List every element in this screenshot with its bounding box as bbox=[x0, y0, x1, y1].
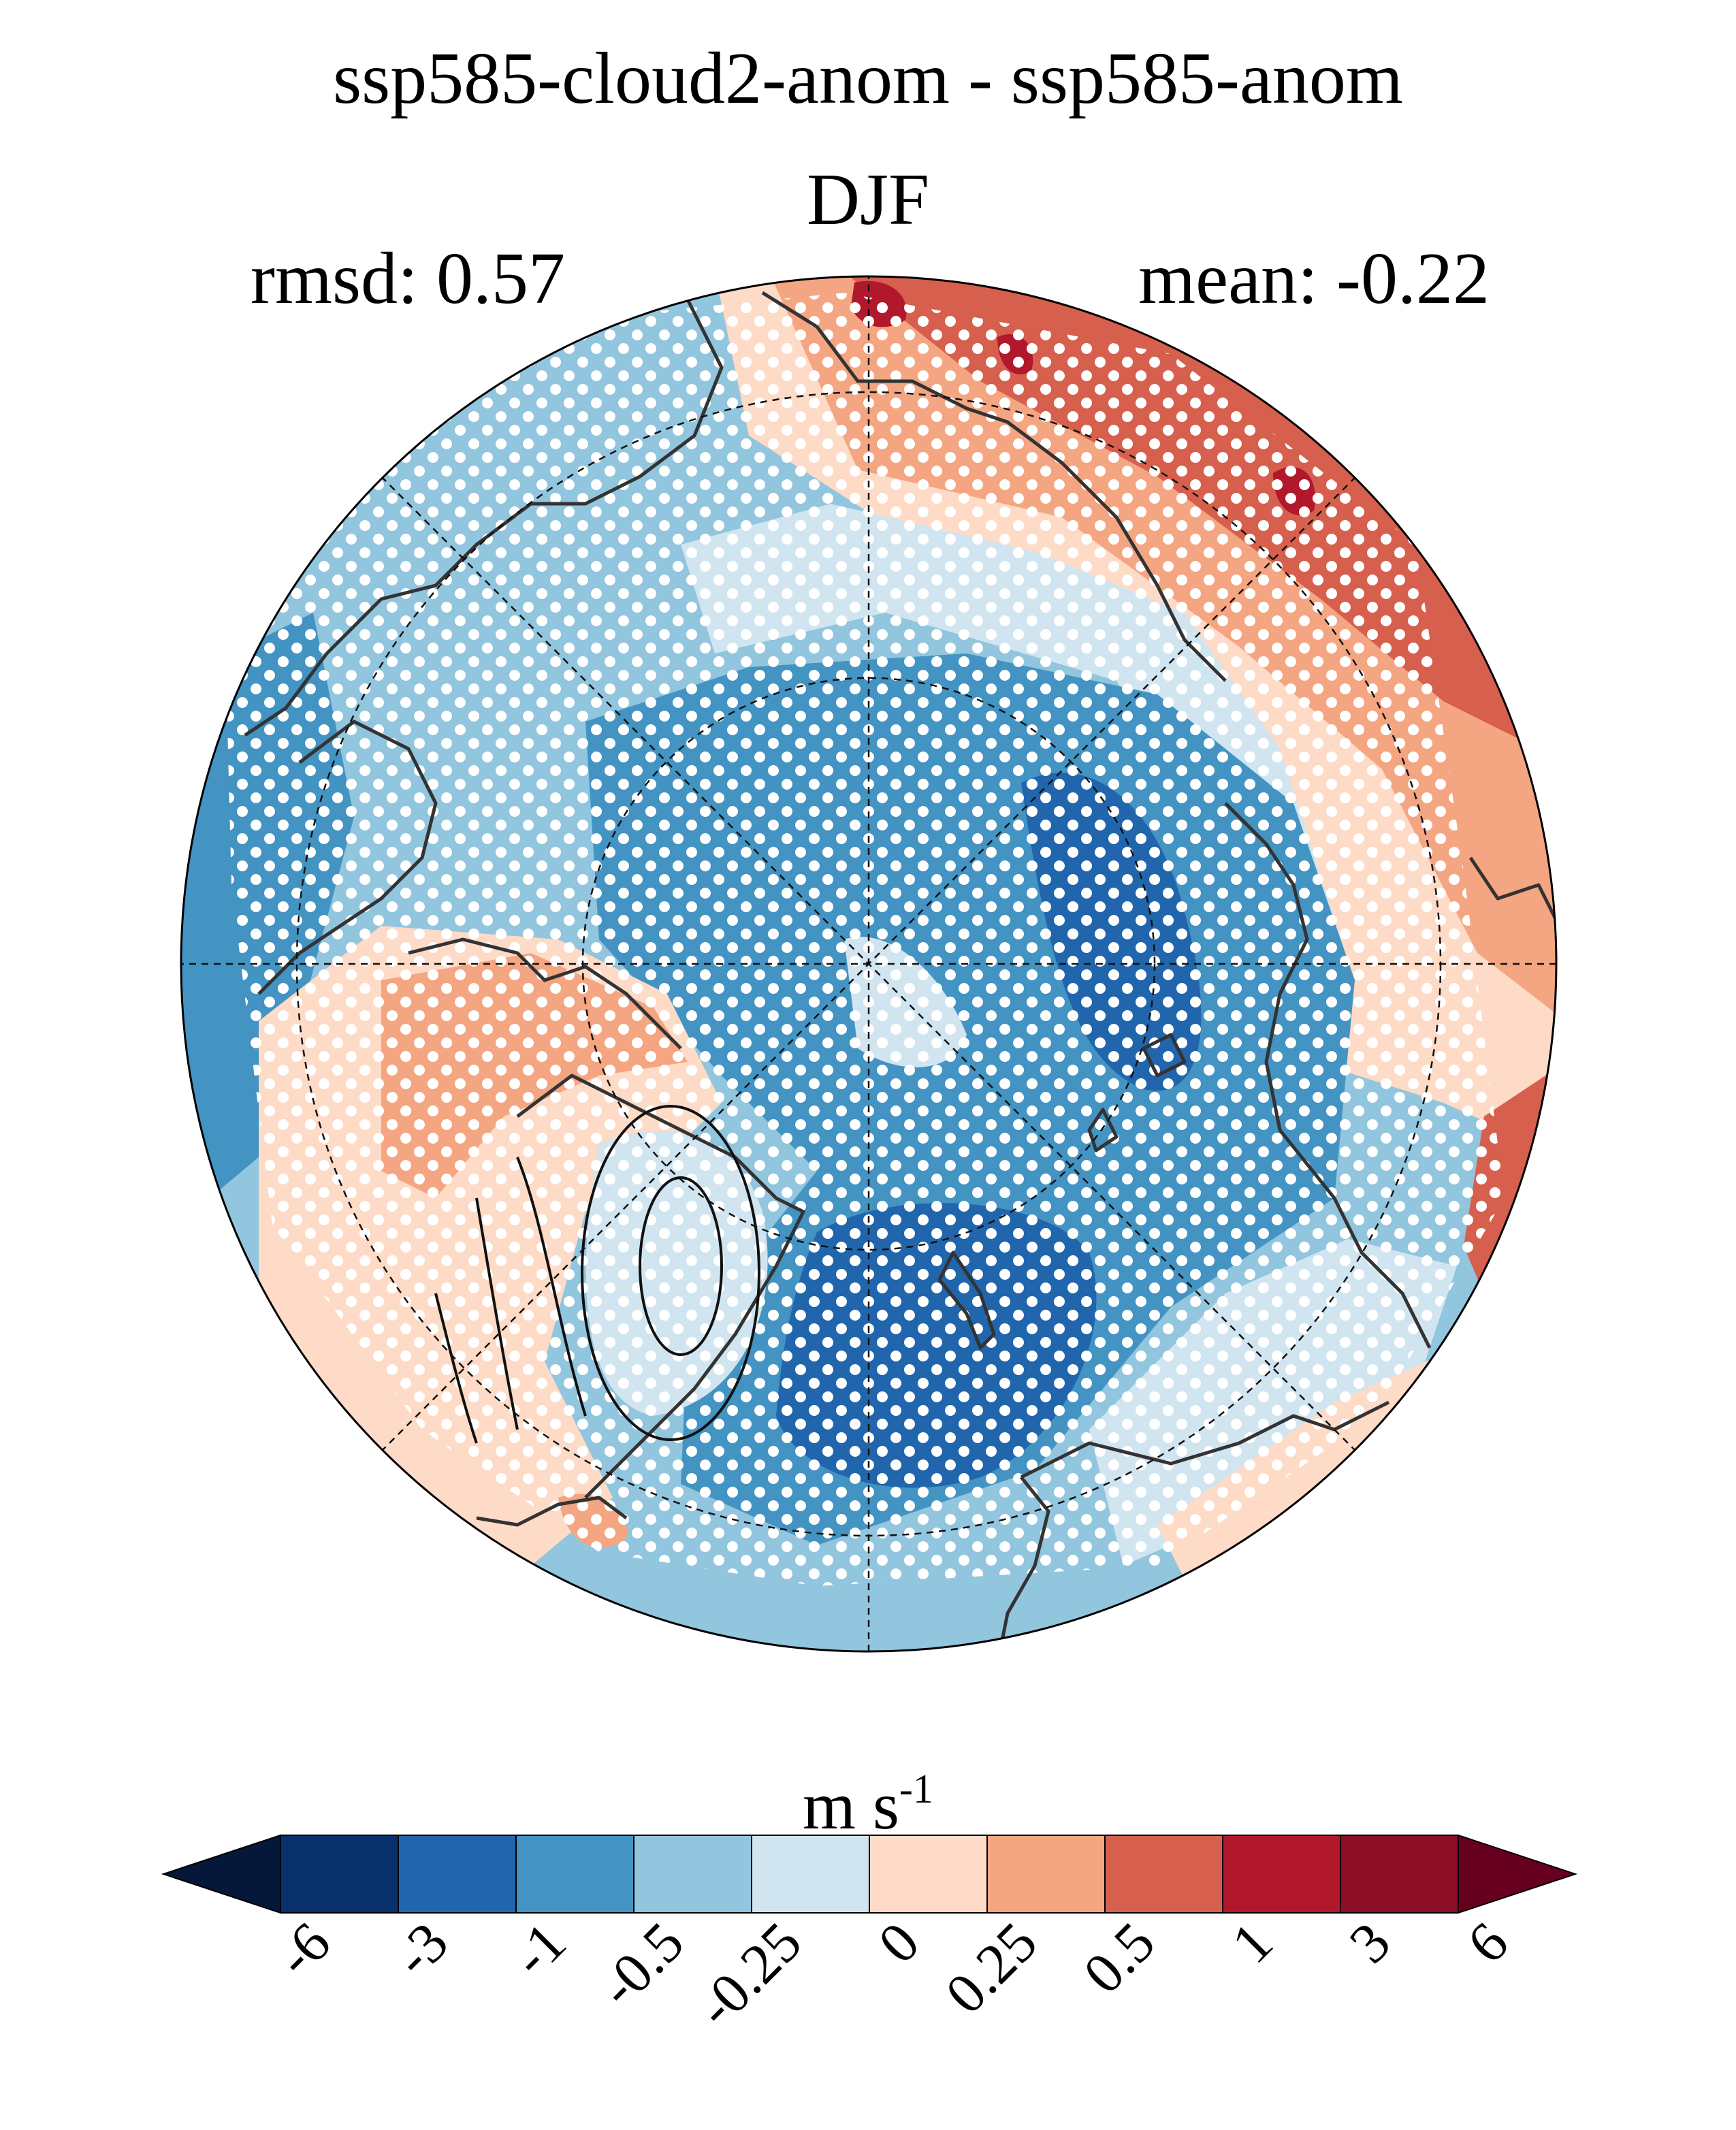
colorbar-tick-label: 0 bbox=[867, 1910, 931, 1975]
colorbar-units: m s-1 bbox=[0, 1769, 1736, 1840]
colorbar-segment bbox=[1222, 1835, 1341, 1914]
colorbar-segment bbox=[398, 1835, 517, 1914]
figure-title: ssp585-cloud2-anom - ssp585-anom bbox=[333, 38, 1403, 119]
colorbar-segment bbox=[515, 1835, 634, 1914]
graticule bbox=[181, 276, 1556, 1651]
colorbar-tick-label: -3 bbox=[382, 1910, 460, 1988]
units-exponent: -1 bbox=[899, 1766, 933, 1811]
rmsd-label: rmsd: 0.57 bbox=[251, 238, 566, 319]
greenland-contours bbox=[434, 1105, 760, 1444]
map-border bbox=[180, 275, 1558, 1653]
colorbar-tick-label: -6 bbox=[264, 1910, 342, 1988]
colorbar-segment bbox=[1340, 1835, 1459, 1914]
colorbar-tick-label: 0.5 bbox=[1072, 1910, 1167, 2005]
polar-map bbox=[180, 275, 1558, 1653]
colorbar-tick-label: -0.5 bbox=[587, 1910, 696, 2019]
colorbar-tick-label: 6 bbox=[1456, 1910, 1520, 1975]
units-text: m s bbox=[803, 1768, 899, 1843]
colorbar-tick-label: 0.25 bbox=[934, 1910, 1050, 2026]
colorbar-segment bbox=[1104, 1835, 1223, 1914]
colorbar-tick-label: -1 bbox=[500, 1910, 578, 1988]
colorbar-over-triangle bbox=[1458, 1834, 1578, 1914]
colorbar-under-triangle bbox=[161, 1834, 281, 1914]
colorbar-segment bbox=[751, 1835, 870, 1914]
season-label: DJF bbox=[806, 159, 930, 240]
colorbar-segment bbox=[869, 1835, 988, 1914]
colorbar-segment bbox=[986, 1835, 1106, 1914]
colorbar-tick-label: -0.25 bbox=[685, 1910, 814, 2039]
colorbar-tick-label: 3 bbox=[1338, 1910, 1402, 1975]
colorbar-segment bbox=[280, 1835, 399, 1914]
colorbar-tick-label: 1 bbox=[1220, 1910, 1285, 1975]
colorbar-segment bbox=[633, 1835, 752, 1914]
mean-label: mean: -0.22 bbox=[1138, 238, 1490, 319]
stippling bbox=[218, 293, 1505, 1586]
coastlines bbox=[244, 291, 1556, 1648]
